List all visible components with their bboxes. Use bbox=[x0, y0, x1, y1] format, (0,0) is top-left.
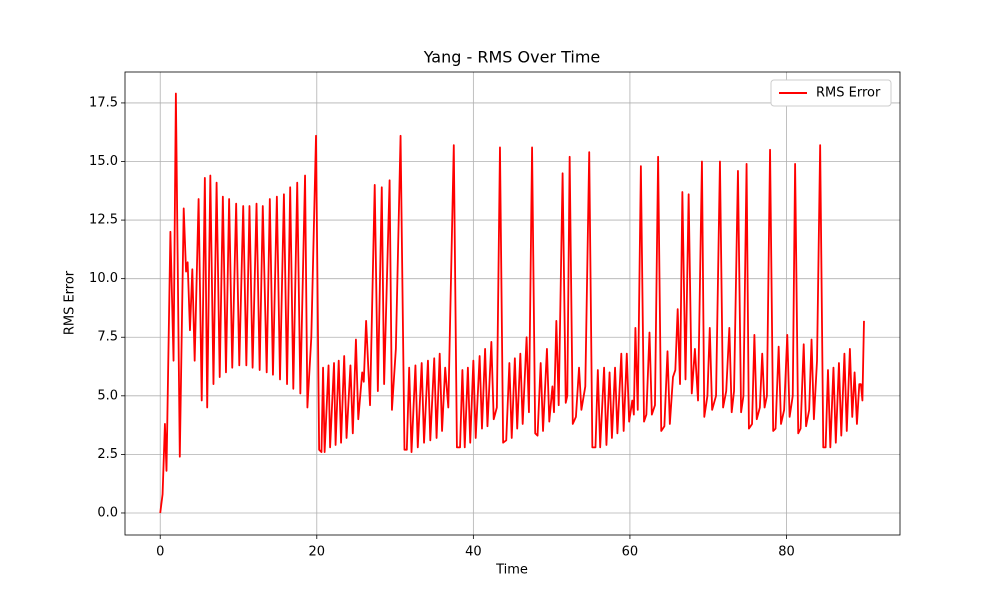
y-axis-label: RMS Error bbox=[63, 270, 78, 335]
y-tick-label: 2.5 bbox=[97, 447, 118, 462]
data-line bbox=[159, 92, 865, 514]
x-tick-label: 80 bbox=[778, 545, 795, 560]
x-axis-label: Time bbox=[495, 563, 528, 578]
x-tick-label: 60 bbox=[622, 545, 639, 560]
y-tick-label: 7.5 bbox=[97, 330, 118, 345]
x-tick-label: 20 bbox=[309, 545, 326, 560]
y-tick-label: 10.0 bbox=[89, 271, 118, 286]
y-tick-label: 5.0 bbox=[97, 388, 118, 403]
y-tick-label: 15.0 bbox=[89, 154, 118, 169]
y-tick-label: 17.5 bbox=[89, 95, 118, 110]
legend-box bbox=[770, 79, 892, 107]
x-tick-label: 40 bbox=[465, 545, 482, 560]
y-tick-label: 0.0 bbox=[97, 505, 118, 520]
y-tick-label: 12.5 bbox=[89, 213, 118, 228]
plot-frame bbox=[124, 71, 901, 536]
legend-label: RMS Error bbox=[816, 86, 881, 101]
chart-title: Yang - RMS Over Time bbox=[423, 48, 601, 67]
x-tick-label: 0 bbox=[156, 545, 164, 560]
